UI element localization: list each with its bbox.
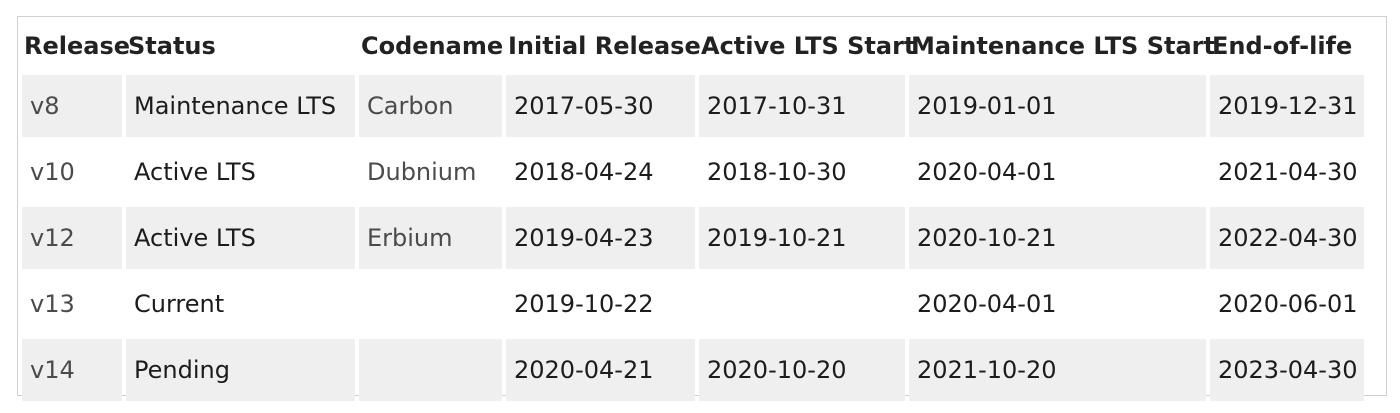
release-cell[interactable]: v12 (22, 207, 122, 269)
initial-release-cell: 2018-04-24 (506, 141, 695, 203)
table-row: v10 Active LTS Dubnium 2018-04-24 2018-1… (22, 141, 1364, 203)
end-of-life-cell: 2019-12-31 (1210, 75, 1364, 137)
end-of-life-cell: 2021-04-30 (1210, 141, 1364, 203)
codename-cell[interactable]: Carbon (359, 75, 502, 137)
maintenance-lts-start-cell: 2020-04-01 (909, 141, 1206, 203)
codename-cell (359, 339, 502, 401)
table-row: v8 Maintenance LTS Carbon 2017-05-30 201… (22, 75, 1364, 137)
codename-cell[interactable]: Erbium (359, 207, 502, 269)
release-cell[interactable]: v10 (22, 141, 122, 203)
active-lts-start-cell: 2018-10-30 (699, 141, 905, 203)
end-of-life-cell: 2023-04-30 (1210, 339, 1364, 401)
active-lts-start-cell (699, 273, 905, 335)
release-cell[interactable]: v13 (22, 273, 122, 335)
header-maintenance-lts-start: Maintenance LTS Start (909, 21, 1215, 71)
status-cell: Active LTS (126, 141, 355, 203)
table-body: v8 Maintenance LTS Carbon 2017-05-30 201… (22, 75, 1364, 401)
initial-release-cell: 2019-10-22 (506, 273, 695, 335)
active-lts-start-cell: 2017-10-31 (699, 75, 905, 137)
header-codename: Codename (359, 21, 503, 71)
header-initial-release: Initial Release (506, 21, 701, 71)
header-row: Release Status Codename Initial Release … (22, 21, 1364, 71)
active-lts-start-cell: 2020-10-20 (699, 339, 905, 401)
maintenance-lts-start-cell: 2020-10-21 (909, 207, 1206, 269)
header-status: Status (126, 21, 355, 71)
header-end-of-life: End-of-life (1210, 21, 1364, 71)
active-lts-start-cell: 2019-10-21 (699, 207, 905, 269)
maintenance-lts-start-cell: 2020-04-01 (909, 273, 1206, 335)
status-cell: Maintenance LTS (126, 75, 355, 137)
maintenance-lts-start-cell: 2019-01-01 (909, 75, 1206, 137)
maintenance-lts-start-cell: 2021-10-20 (909, 339, 1206, 401)
table-row: v14 Pending 2020-04-21 2020-10-20 2021-1… (22, 339, 1364, 401)
initial-release-cell: 2019-04-23 (506, 207, 695, 269)
release-schedule-table-frame: Release Status Codename Initial Release … (17, 16, 1387, 401)
codename-cell[interactable]: Dubnium (359, 141, 502, 203)
end-of-life-cell: 2020-06-01 (1210, 273, 1364, 335)
release-cell[interactable]: v8 (22, 75, 122, 137)
codename-cell (359, 273, 502, 335)
table-row: v13 Current 2019-10-22 2020-04-01 2020-0… (22, 273, 1364, 335)
header-release: Release (22, 21, 130, 71)
release-schedule-table: Release Status Codename Initial Release … (18, 17, 1368, 405)
status-cell: Active LTS (126, 207, 355, 269)
initial-release-cell: 2017-05-30 (506, 75, 695, 137)
table-row: v12 Active LTS Erbium 2019-04-23 2019-10… (22, 207, 1364, 269)
status-cell: Current (126, 273, 355, 335)
table-header: Release Status Codename Initial Release … (22, 21, 1364, 71)
header-active-lts-start: Active LTS Start (699, 21, 915, 71)
status-cell: Pending (126, 339, 355, 401)
release-cell[interactable]: v14 (22, 339, 122, 401)
initial-release-cell: 2020-04-21 (506, 339, 695, 401)
end-of-life-cell: 2022-04-30 (1210, 207, 1364, 269)
